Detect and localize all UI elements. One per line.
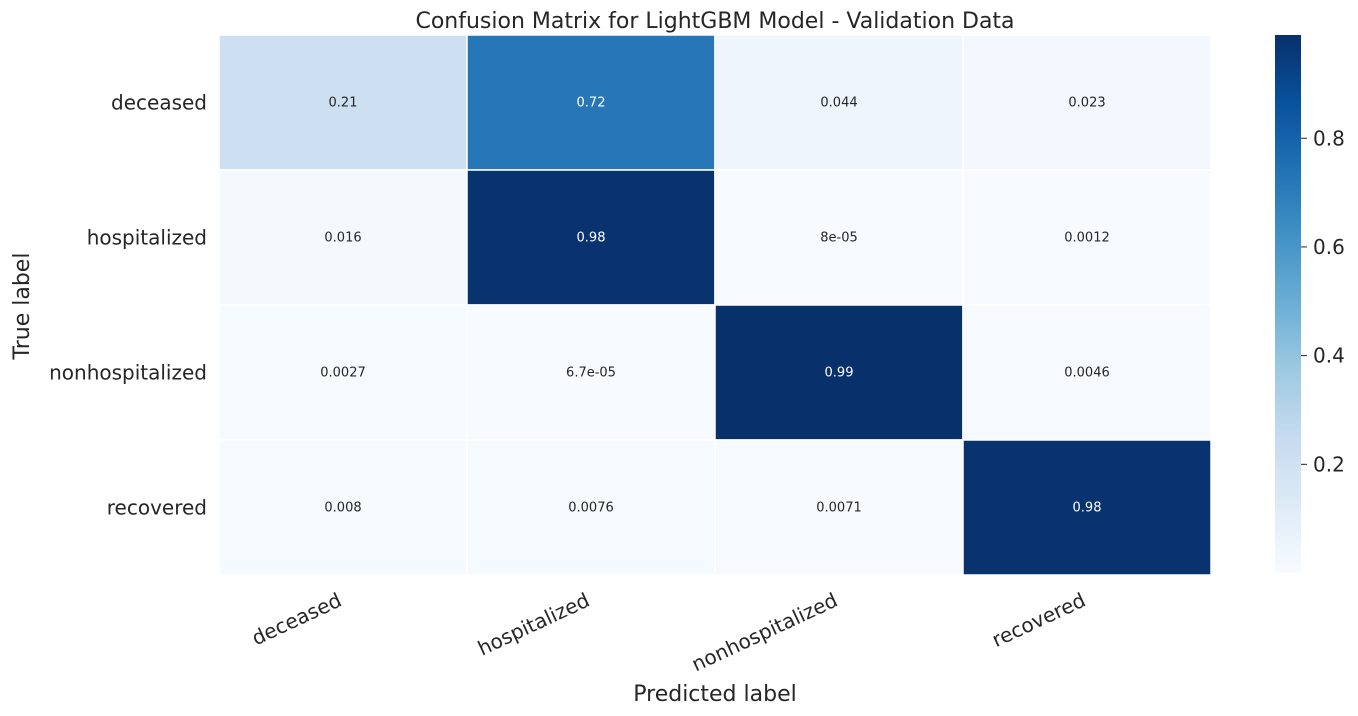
- cell-value-label: 0.008: [324, 501, 361, 516]
- chart-title: Confusion Matrix for LightGBM Model - Va…: [415, 9, 1014, 34]
- y-axis-label: True label: [10, 253, 35, 361]
- cell-value-label: 0.0027: [320, 366, 366, 381]
- cell-value-label: 0.0012: [1064, 231, 1110, 246]
- x-tick-label: nonhospitalized: [688, 588, 841, 676]
- heatmap-cell: [962, 169, 1212, 306]
- cell-value-label: 0.023: [1068, 96, 1105, 111]
- cell-value-label: 0.99: [825, 366, 854, 381]
- heatmap-cell: [218, 34, 468, 171]
- heatmap-cell-labels: 0.21 0.72 0.044 0.023 0.016 0.98 8e-05 0.0012 0.…: [320, 96, 1110, 516]
- cell-value-label: 0.044: [820, 96, 857, 111]
- x-tick-label: hospitalized: [474, 588, 593, 661]
- y-axis-tick-labels: deceased hospitalized nonhospitalized recov…: [49, 91, 207, 520]
- colorbar-tick-label: 0.2: [1313, 452, 1345, 476]
- heatmap-cell: [714, 439, 964, 576]
- y-tick-label: hospitalized: [87, 226, 207, 250]
- colorbar-tick-label: 0.6: [1313, 235, 1345, 259]
- cell-value-label: 0.0046: [1064, 366, 1110, 381]
- cell-value-label: 6.7e-05: [566, 366, 616, 381]
- heatmap-cell: [962, 34, 1212, 171]
- heatmap-cell: [466, 304, 716, 441]
- heatmap-cell: [466, 439, 716, 576]
- heatmap-cell: [714, 34, 964, 171]
- colorbar-ticks: 0.2 0.4 0.6 0.8: [1301, 126, 1345, 476]
- colorbar: [1275, 35, 1301, 573]
- x-axis-tick-labels: deceased hospitalized nonhospitalized recov…: [248, 588, 1089, 676]
- heatmap-cell: [466, 169, 716, 306]
- x-tick-label: recovered: [988, 588, 1089, 652]
- y-tick-label: nonhospitalized: [49, 361, 207, 385]
- y-tick-label: recovered: [107, 496, 207, 520]
- cell-value-label: 0.98: [1073, 501, 1102, 516]
- cell-value-label: 8e-05: [820, 231, 858, 246]
- heatmap-cell: [962, 439, 1212, 576]
- y-tick-label: deceased: [111, 91, 207, 115]
- cell-value-label: 0.0076: [568, 501, 614, 516]
- cell-value-label: 0.016: [324, 231, 361, 246]
- heatmap-cells: [218, 34, 1212, 576]
- cell-value-label: 0.72: [577, 96, 606, 111]
- colorbar-tick-label: 0.8: [1313, 126, 1345, 150]
- x-tick-label: deceased: [248, 588, 345, 650]
- colorbar-tick-label: 0.4: [1313, 344, 1345, 368]
- heatmap-cell: [962, 304, 1212, 441]
- heatmap-cell: [466, 34, 716, 171]
- heatmap-cell: [218, 439, 468, 576]
- heatmap-cell: [218, 169, 468, 306]
- cell-value-label: 0.21: [329, 96, 358, 111]
- cell-value-label: 0.0071: [816, 501, 862, 516]
- x-axis-label: Predicted label: [633, 682, 796, 707]
- cell-value-label: 0.98: [577, 231, 606, 246]
